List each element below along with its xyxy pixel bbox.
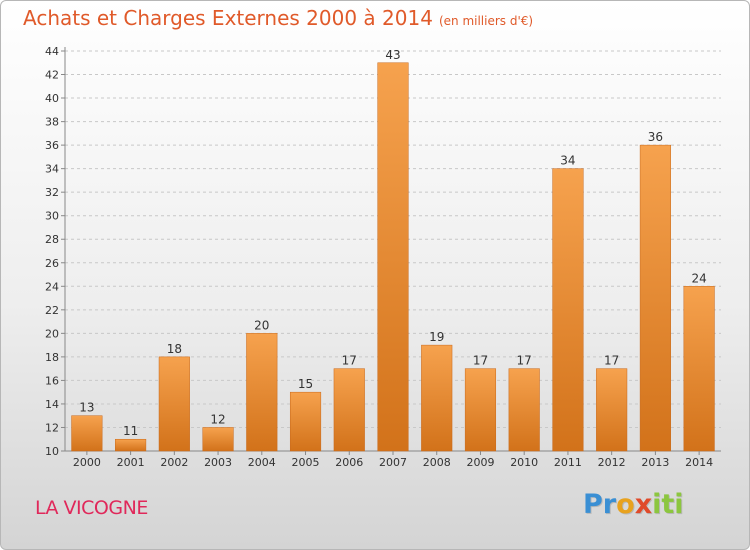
bar-value-label: 17 — [517, 354, 532, 368]
x-tick-label: 2014 — [685, 456, 713, 469]
bar — [464, 368, 497, 452]
brand-letter: i — [674, 489, 684, 520]
x-tick-label: 2010 — [510, 456, 538, 469]
bar — [639, 144, 671, 452]
brand-letter: t — [661, 489, 675, 520]
bar-value-label: 18 — [167, 342, 182, 356]
x-tick-label: 2005 — [292, 456, 320, 469]
x-tick-label: 2001 — [117, 456, 145, 469]
bar — [71, 415, 103, 452]
bar — [552, 168, 584, 452]
bar — [508, 368, 540, 452]
bar-value-label: 15 — [298, 377, 313, 391]
bar-value-label: 19 — [429, 330, 444, 344]
bar-value-label: 43 — [385, 48, 400, 62]
bar — [289, 391, 322, 452]
x-tick-label: 2013 — [641, 456, 669, 469]
x-tick-label: 2000 — [73, 456, 101, 469]
x-tick-label: 2007 — [379, 456, 407, 469]
brand-letter: P — [583, 489, 603, 520]
bar — [683, 286, 715, 452]
bar-value-label: 13 — [79, 401, 94, 415]
location-label: LA VICOGNE — [35, 497, 148, 519]
x-tick-label: 2009 — [466, 456, 494, 469]
bar-value-label: 17 — [604, 354, 619, 368]
brand-logo: Proxiti — [583, 489, 684, 520]
y-tick-label: 32 — [45, 186, 59, 199]
y-tick-label: 38 — [45, 116, 59, 129]
x-tick-label: 2003 — [204, 456, 232, 469]
bar — [115, 438, 147, 452]
chart-title: Achats et Charges Externes 2000 à 2014 (e… — [23, 6, 533, 30]
bar-value-label: 24 — [691, 271, 706, 285]
bar-value-label: 20 — [254, 318, 269, 332]
y-tick-label: 16 — [45, 374, 59, 387]
y-tick-label: 22 — [45, 304, 59, 317]
x-tick-label: 2012 — [598, 456, 626, 469]
x-tick-label: 2002 — [160, 456, 188, 469]
bar — [202, 427, 234, 452]
y-tick-label: 42 — [45, 69, 59, 82]
bar — [333, 368, 365, 452]
x-tick-label: 2008 — [423, 456, 451, 469]
brand-letter: x — [634, 489, 653, 520]
bar-value-label: 17 — [473, 354, 488, 368]
chart-title-text: Achats et Charges Externes 2000 à 2014 — [23, 6, 433, 30]
y-tick-label: 20 — [45, 327, 59, 340]
y-tick-label: 14 — [45, 398, 59, 411]
bar — [158, 356, 190, 452]
brand-letter: i — [652, 489, 662, 520]
y-tick-label: 34 — [45, 163, 59, 176]
bar-value-label: 17 — [342, 354, 357, 368]
x-tick-label: 2011 — [554, 456, 582, 469]
y-tick-label: 12 — [45, 421, 59, 434]
y-tick-label: 18 — [45, 351, 59, 364]
bar — [377, 62, 409, 452]
bar — [246, 333, 278, 452]
bar — [421, 344, 453, 452]
y-tick-label: 30 — [45, 210, 59, 223]
y-tick-label: 26 — [45, 257, 59, 270]
y-tick-label: 10 — [45, 445, 59, 458]
y-tick-label: 44 — [45, 45, 59, 58]
x-tick-label: 2004 — [248, 456, 276, 469]
brand-letter: o — [616, 489, 635, 520]
brand-letter: r — [602, 489, 617, 520]
bar — [596, 368, 628, 452]
bar-value-label: 12 — [210, 412, 225, 426]
chart-unit-note: (en milliers d'€) — [438, 14, 534, 28]
bar-value-label: 34 — [560, 154, 575, 168]
y-tick-label: 36 — [45, 139, 59, 152]
bar-value-label: 11 — [123, 424, 138, 438]
y-tick-label: 28 — [45, 233, 59, 246]
y-tick-label: 24 — [45, 280, 59, 293]
y-tick-label: 40 — [45, 92, 59, 105]
bar-value-label: 36 — [648, 130, 663, 144]
x-tick-label: 2006 — [335, 456, 363, 469]
